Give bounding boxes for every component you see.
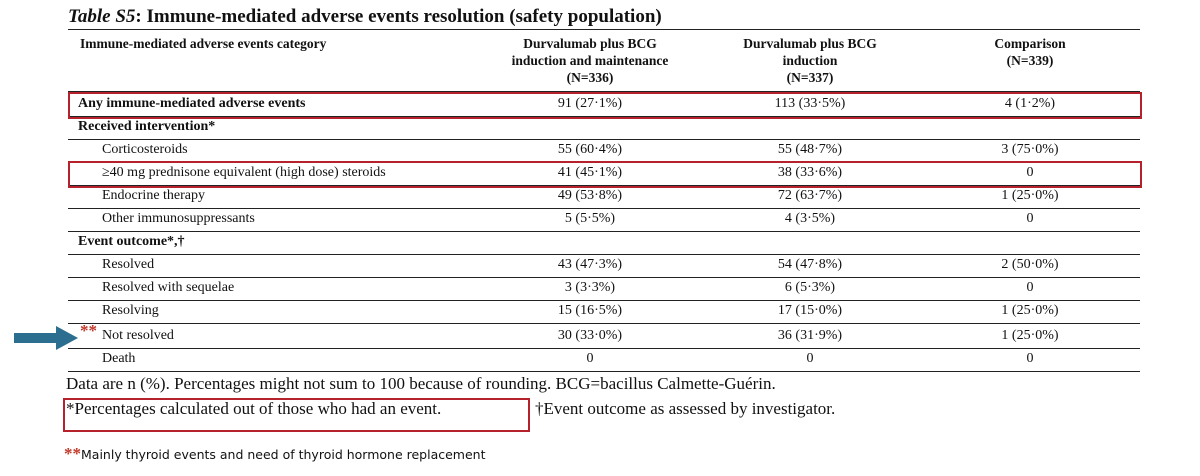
table-row: Received intervention* xyxy=(68,116,1140,139)
footnote-star: *Percentages calculated out of those who… xyxy=(66,399,442,418)
footnote-thyroid: **Mainly thyroid events and need of thyr… xyxy=(64,444,486,464)
cell-durva-maint: 41 (45·1%) xyxy=(557,165,623,180)
top-rule xyxy=(68,29,1140,30)
cell-comparison: 4 (1·2%) xyxy=(1004,96,1056,111)
cell-comparison: 0 xyxy=(1026,211,1034,226)
cell-durva-induction: 6 (5·3%) xyxy=(784,280,836,295)
table-row: Other immunosuppressants 5 (5·5%) 4 (3·5… xyxy=(68,208,1140,231)
table-row: Any immune-mediated adverse events 91 (2… xyxy=(68,93,1140,116)
table-row: Resolved 43 (47·3%) 54 (47·8%) 2 (50·0%) xyxy=(68,254,1140,277)
table-row: Death 0 0 0 xyxy=(68,348,1140,371)
highlight-box-any-imae xyxy=(68,92,1142,119)
row-rule xyxy=(68,254,1140,255)
table-title: Table S5: Immune-mediated adverse events… xyxy=(68,6,662,28)
row-label: Corticosteroids xyxy=(102,142,188,157)
cell-durva-induction: 0 xyxy=(806,351,814,366)
footnote-thyroid-text: Mainly thyroid events and need of thyroi… xyxy=(81,447,486,462)
cell-durva-maint: 0 xyxy=(586,351,594,366)
row-rule xyxy=(68,231,1140,232)
cell-comparison: 0 xyxy=(1026,351,1034,366)
row-rule xyxy=(68,208,1140,209)
cell-durva-induction: 38 (33·6%) xyxy=(777,165,843,180)
cell-durva-maint: 15 (16·5%) xyxy=(557,303,623,318)
bottom-rule xyxy=(68,371,1140,372)
header-comparison-line2: (N=339) xyxy=(1006,53,1054,68)
row-label: Any immune-mediated adverse events xyxy=(78,96,306,111)
cell-durva-induction: 72 (63·7%) xyxy=(777,188,843,203)
cell-durva-maint: 3 (3·3%) xyxy=(564,280,616,295)
arrow-right-icon xyxy=(14,326,78,350)
row-rule xyxy=(68,116,1140,117)
cell-comparison: 3 (75·0%) xyxy=(1001,142,1059,157)
header-category: Immune-mediated adverse events category xyxy=(80,36,327,51)
header-durva-induction-line2: induction xyxy=(782,53,838,68)
table-row: Resolving 15 (16·5%) 17 (15·0%) 1 (25·0%… xyxy=(68,300,1140,323)
header-durva-maint-line1: Durvalumab plus BCG xyxy=(523,36,657,51)
row-label: Death xyxy=(102,351,136,366)
cell-comparison: 1 (25·0%) xyxy=(1001,188,1059,203)
cell-durva-maint: 55 (60·4%) xyxy=(557,142,623,157)
table-row: Event outcome*,† xyxy=(68,231,1140,254)
cell-comparison: 1 (25·0%) xyxy=(1001,303,1059,318)
footnote-dagger: †Event outcome as assessed by investigat… xyxy=(535,399,836,418)
cell-comparison: 2 (50·0%) xyxy=(1001,257,1059,272)
section-heading: Event outcome*,† xyxy=(78,234,185,249)
footnote-stars: ** xyxy=(64,444,81,463)
cell-comparison: 0 xyxy=(1026,165,1034,180)
header-durva-maint-line3: (N=336) xyxy=(566,70,614,85)
header-durva-induction-line3: (N=337) xyxy=(786,70,834,85)
row-rule xyxy=(68,300,1140,301)
row-rule xyxy=(68,277,1140,278)
row-rule xyxy=(68,139,1140,140)
table-row: ≥40 mg prednisone equivalent (high dose)… xyxy=(68,162,1140,185)
table-row: Not resolved 30 (33·0%) 36 (31·9%) 1 (25… xyxy=(68,325,1140,348)
header-durva-maint-line2: induction and maintenance xyxy=(511,53,669,68)
cell-durva-maint: 43 (47·3%) xyxy=(557,257,623,272)
section-heading: Received intervention* xyxy=(78,119,216,134)
row-label: Endocrine therapy xyxy=(102,188,206,203)
row-rule xyxy=(68,348,1140,349)
cell-durva-induction: 55 (48·7%) xyxy=(777,142,843,157)
cell-durva-maint: 30 (33·0%) xyxy=(557,328,623,343)
header-rule xyxy=(68,91,1140,92)
header-durva-induction-line1: Durvalumab plus BCG xyxy=(743,36,877,51)
header-durva-maint: Durvalumab plus BCG induction and mainte… xyxy=(470,35,710,86)
row-label: Other immunosuppressants xyxy=(102,211,255,226)
row-rule xyxy=(68,323,1140,324)
cell-durva-maint: 5 (5·5%) xyxy=(564,211,616,226)
header-comparison-line1: Comparison xyxy=(994,36,1066,51)
table-row: Resolved with sequelae 3 (3·3%) 6 (5·3%)… xyxy=(68,277,1140,300)
highlight-box-footnote xyxy=(63,398,530,432)
cell-durva-maint: 91 (27·1%) xyxy=(557,96,623,111)
table-title-text: : Immune-mediated adverse events resolut… xyxy=(135,6,662,27)
cell-comparison: 0 xyxy=(1026,280,1034,295)
data-note: Data are n (%). Percentages might not su… xyxy=(66,374,776,393)
header-comparison: Comparison (N=339) xyxy=(910,35,1150,69)
annotation-stars: ** xyxy=(80,321,97,340)
cell-durva-maint: 49 (53·8%) xyxy=(557,188,623,203)
table-row: Corticosteroids 55 (60·4%) 55 (48·7%) 3 … xyxy=(68,139,1140,162)
cell-durva-induction: 54 (47·8%) xyxy=(777,257,843,272)
table-label: Table S5 xyxy=(68,6,136,27)
row-label: Resolved xyxy=(102,257,155,272)
cell-durva-induction: 4 (3·5%) xyxy=(784,211,836,226)
cell-durva-induction: 17 (15·0%) xyxy=(777,303,843,318)
cell-durva-induction: 113 (33·5%) xyxy=(774,96,846,111)
row-label: ≥40 mg prednisone equivalent (high dose)… xyxy=(102,165,386,180)
cell-durva-induction: 36 (31·9%) xyxy=(777,328,843,343)
row-label: Not resolved xyxy=(102,328,174,343)
highlight-box-high-dose-steroids xyxy=(68,161,1142,188)
row-rule xyxy=(68,185,1140,186)
row-label: Resolving xyxy=(102,303,159,318)
header-durva-induction: Durvalumab plus BCG induction (N=337) xyxy=(690,35,930,86)
row-label: Resolved with sequelae xyxy=(102,280,235,295)
table-row: Endocrine therapy 49 (53·8%) 72 (63·7%) … xyxy=(68,185,1140,208)
cell-comparison: 1 (25·0%) xyxy=(1001,328,1059,343)
